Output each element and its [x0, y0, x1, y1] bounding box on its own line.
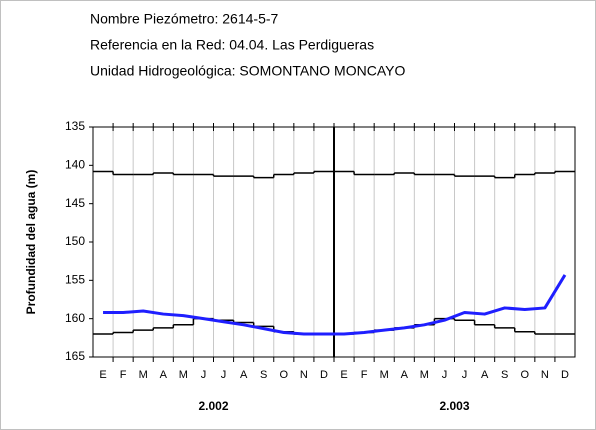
- x-tick-label: N: [541, 369, 549, 381]
- header-line: Referencia en la Red: 04.04. Las Perdigu…: [90, 37, 374, 53]
- y-tick-label: 165: [65, 349, 85, 363]
- y-tick-label: 155: [65, 273, 85, 287]
- year-label: 2.002: [198, 399, 228, 413]
- y-tick-label: 140: [65, 158, 85, 172]
- header-line: Unidad Hidrogeológica: SOMONTANO MONCAYO: [90, 63, 405, 79]
- y-tick-label: 145: [65, 196, 85, 210]
- x-tick-label: F: [120, 369, 127, 381]
- y-tick-label: 160: [65, 311, 85, 325]
- x-tick-label: J: [221, 369, 227, 381]
- x-tick-label: A: [481, 369, 489, 381]
- x-tick-label: J: [201, 369, 207, 381]
- year-label: 2.003: [439, 399, 469, 413]
- header-line: Nombre Piezómetro: 2614-5-7: [90, 11, 279, 27]
- x-tick-label: J: [462, 369, 468, 381]
- series-line: [103, 274, 567, 336]
- x-tick-label: M: [139, 369, 148, 381]
- x-tick-label: N: [300, 369, 308, 381]
- x-tick-label: E: [340, 369, 347, 381]
- x-tick-label: A: [240, 369, 248, 381]
- x-tick-label: F: [361, 369, 368, 381]
- x-tick-label: S: [260, 369, 267, 381]
- x-tick-label: O: [280, 369, 289, 381]
- x-tick-label: O: [521, 369, 530, 381]
- x-tick-label: E: [99, 369, 106, 381]
- x-tick-label: S: [501, 369, 508, 381]
- x-tick-label: M: [380, 369, 389, 381]
- x-tick-label: M: [420, 369, 429, 381]
- x-tick-label: M: [179, 369, 188, 381]
- y-axis-label: Profundidad del agua (m): [24, 170, 38, 315]
- y-tick-label: 135: [65, 119, 85, 133]
- y-tick-label: 150: [65, 234, 85, 248]
- x-tick-label: A: [401, 369, 409, 381]
- x-tick-label: D: [320, 369, 328, 381]
- x-tick-label: J: [442, 369, 448, 381]
- x-tick-label: A: [160, 369, 168, 381]
- x-tick-label: D: [561, 369, 569, 381]
